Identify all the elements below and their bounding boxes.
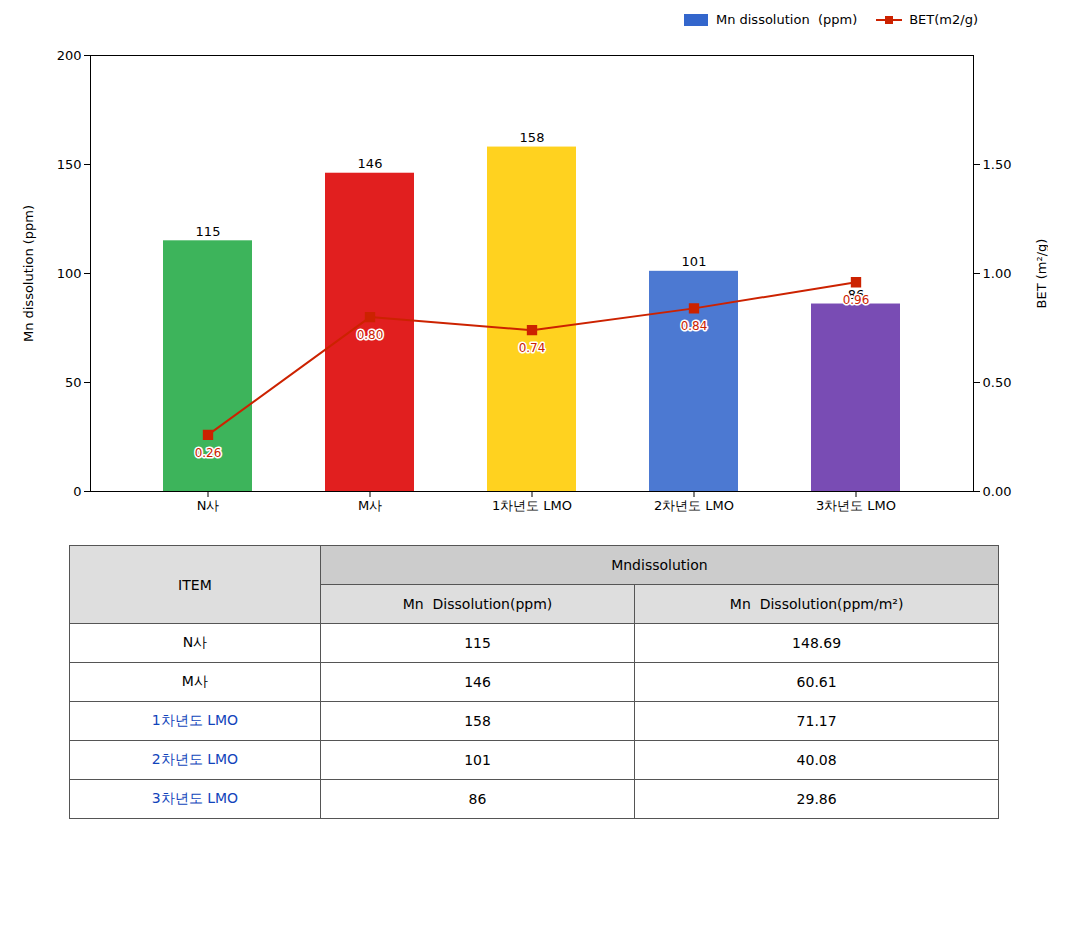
html-text:101: 101: [464, 752, 491, 768]
svg-text:0.50: 0.50: [983, 375, 1012, 390]
svg-text:BET (m²/g): BET (m²/g): [1034, 239, 1049, 309]
html-text:29.86: 29.86: [796, 791, 837, 807]
svg-text:1.00: 1.00: [983, 266, 1012, 281]
svg-text:0.96: 0.96: [843, 293, 870, 307]
svg-text:1차년도 LMO: 1차년도 LMO: [492, 498, 572, 513]
svg-text:146: 146: [358, 156, 383, 171]
html-text:M사: M사: [181, 673, 208, 689]
svg-text:2차년도 LMO: 2차년도 LMO: [654, 498, 734, 513]
html-text:Mn dissolution (ppm): Mn dissolution (ppm): [715, 12, 858, 27]
svg-text:0: 0: [73, 484, 81, 499]
svg-text:M사: M사: [358, 498, 382, 513]
html-text:ITEM: ITEM: [178, 576, 212, 593]
svg-text:0.26: 0.26: [195, 446, 222, 460]
svg-text:158: 158: [520, 130, 545, 145]
html-text:115: 115: [464, 635, 491, 651]
svg-text:1.50: 1.50: [983, 157, 1012, 172]
html-text:60.61: 60.61: [796, 674, 837, 690]
html-text:Mn Dissolution(ppm/m²): Mn Dissolution(ppm/m²): [729, 596, 904, 612]
html-text:1차년도 LMO: 1차년도 LMO: [151, 712, 238, 728]
html-text:Mndissolution: Mndissolution: [611, 557, 708, 573]
svg-text:0.74: 0.74: [519, 341, 546, 355]
html-text:158: 158: [464, 713, 491, 729]
svg-text:100: 100: [57, 266, 82, 281]
html-text:40.08: 40.08: [796, 752, 837, 768]
svg-text:115: 115: [196, 224, 221, 239]
svg-text:0.80: 0.80: [357, 328, 384, 342]
svg-text:50: 50: [65, 375, 82, 390]
html-text:146: 146: [464, 674, 491, 690]
html-text:86: 86: [468, 791, 487, 807]
html-text:Mn Dissolution(ppm): Mn Dissolution(ppm): [402, 596, 553, 612]
html-text:3차년도 LMO: 3차년도 LMO: [151, 790, 238, 806]
svg-text:200: 200: [57, 48, 82, 63]
html-text:71.17: 71.17: [796, 713, 837, 729]
svg-text:0.00: 0.00: [983, 484, 1012, 499]
svg-text:3차년도 LMO: 3차년도 LMO: [816, 498, 896, 513]
html-text:148.69: 148.69: [792, 635, 842, 651]
svg-text:150: 150: [57, 157, 82, 172]
svg-text:101: 101: [682, 254, 707, 269]
svg-text:Mn dissolution (ppm): Mn dissolution (ppm): [21, 205, 36, 342]
svg-text:0.84: 0.84: [681, 319, 708, 333]
svg-text:N사: N사: [197, 498, 220, 513]
html-text:2차년도 LMO: 2차년도 LMO: [151, 751, 238, 767]
html-text:N사: N사: [182, 634, 208, 650]
html-text:BET(m2/g): BET(m2/g): [909, 12, 978, 27]
